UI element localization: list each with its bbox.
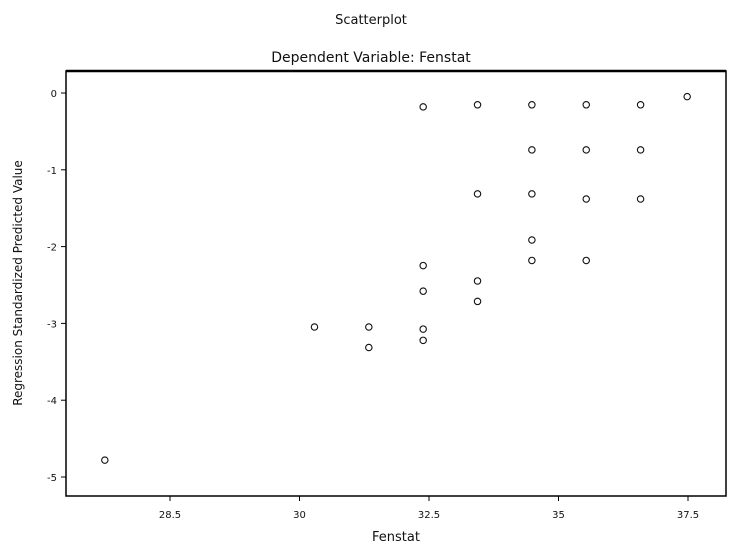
scatter-point [528, 190, 536, 198]
x-tick-label: 35 [552, 510, 565, 521]
scatter-point [582, 256, 590, 265]
scatter-point [473, 297, 482, 306]
scatter-point [473, 101, 482, 109]
scatter-point [419, 287, 427, 295]
y-axis-label: Regression Standardized Predicted Value [11, 160, 25, 406]
scatter-point [419, 325, 427, 333]
scatter-point [365, 343, 373, 352]
scatter-point [582, 146, 590, 154]
scatter-point [528, 236, 536, 244]
scatter-point [419, 261, 427, 270]
scatter-point [419, 103, 427, 111]
scatter-point [683, 92, 691, 101]
scatter-point [528, 256, 536, 265]
x-tick-label: 28.5 [159, 510, 181, 521]
scatter-point [419, 336, 427, 345]
scatter-point [636, 146, 645, 154]
chart-title: Scatterplot [335, 13, 407, 28]
scatter-point [528, 101, 536, 109]
chart-subtitle: Dependent Variable: Fenstat [271, 50, 471, 66]
scatter-point [636, 195, 645, 203]
scatter-points [101, 92, 691, 464]
x-tick-label: 37.5 [677, 510, 699, 521]
x-tick-label: 32.5 [418, 510, 440, 521]
scatter-point [636, 101, 645, 109]
scatter-point [101, 456, 109, 464]
y-tick-label: -4 [47, 396, 57, 407]
scatter-point [582, 195, 590, 203]
scatter-point [310, 323, 319, 331]
scatter-point [473, 190, 482, 198]
y-tick-label: -3 [47, 319, 57, 330]
y-tick-label: -1 [47, 166, 57, 177]
x-tick-label: 30 [293, 510, 306, 521]
y-axis-ticks: 0 -1 -2 -3 -4 -5 [47, 89, 66, 484]
y-tick-label: -5 [47, 473, 57, 484]
scatter-point [473, 277, 482, 285]
x-axis-label: Fenstat [372, 530, 420, 545]
scatter-point [582, 101, 590, 109]
x-axis-ticks: 28.5 30 32.5 35 37.5 [159, 496, 699, 521]
scatter-point [365, 323, 373, 331]
y-tick-label: 0 [51, 89, 57, 100]
plot-frame [65, 70, 727, 497]
scatter-point [528, 146, 536, 154]
y-tick-label: -2 [47, 243, 57, 254]
